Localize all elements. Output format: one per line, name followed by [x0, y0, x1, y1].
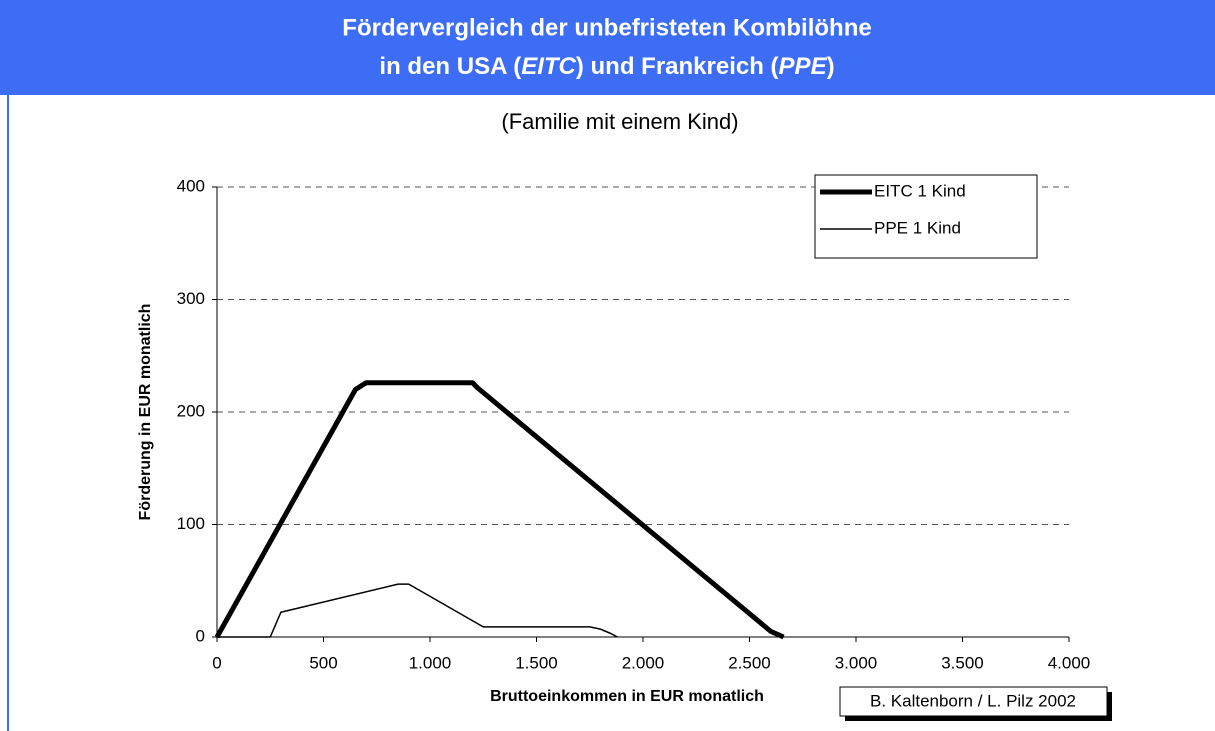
- legend-label: PPE 1 Kind: [874, 218, 961, 237]
- y-tick-label: 0: [196, 626, 205, 645]
- x-tick-label: 2.000: [622, 653, 665, 672]
- x-axis-label: Bruttoeinkommen in EUR monatlich: [490, 688, 764, 705]
- x-tick-label: 0: [212, 653, 221, 672]
- credit: B. Kaltenborn / L. Pilz 2002: [870, 691, 1076, 710]
- x-tick-label: 1.000: [409, 653, 452, 672]
- y-tick-label: 300: [177, 289, 205, 308]
- legend-label: EITC 1 Kind: [874, 181, 966, 200]
- title-line-2: in den USA (EITC) und Frankreich (PPE): [379, 53, 834, 80]
- line-series: [217, 583, 618, 638]
- y-tick-label: 100: [177, 514, 205, 533]
- x-tick-label: 3.000: [835, 653, 878, 672]
- credit-box: [839, 686, 1108, 717]
- x-tick-label: 500: [309, 653, 337, 672]
- title-part: PPE: [779, 53, 828, 80]
- title-line-1: Fördervergleich der unbefristeten Kombil…: [342, 14, 871, 41]
- title-part: ): [827, 53, 835, 80]
- x-tick-label: 3.500: [941, 653, 984, 672]
- subtitle: (Familie mit einem Kind): [501, 109, 738, 134]
- line-series: [214, 380, 785, 640]
- y-tick-label: 200: [177, 401, 205, 420]
- y-axis-label: Förderung in EUR monatlich: [137, 304, 154, 521]
- legend-box: [814, 174, 1038, 259]
- x-tick-label: 4.000: [1048, 653, 1091, 672]
- title-part: EITC: [521, 53, 576, 80]
- title-part: in den USA (: [379, 53, 521, 80]
- y-tick-label: 400: [177, 176, 205, 195]
- title-part: ) und Frankreich (: [576, 53, 779, 80]
- x-tick-label: 1.500: [515, 653, 558, 672]
- header-band: [0, 0, 1215, 95]
- x-tick-label: 2.500: [728, 653, 771, 672]
